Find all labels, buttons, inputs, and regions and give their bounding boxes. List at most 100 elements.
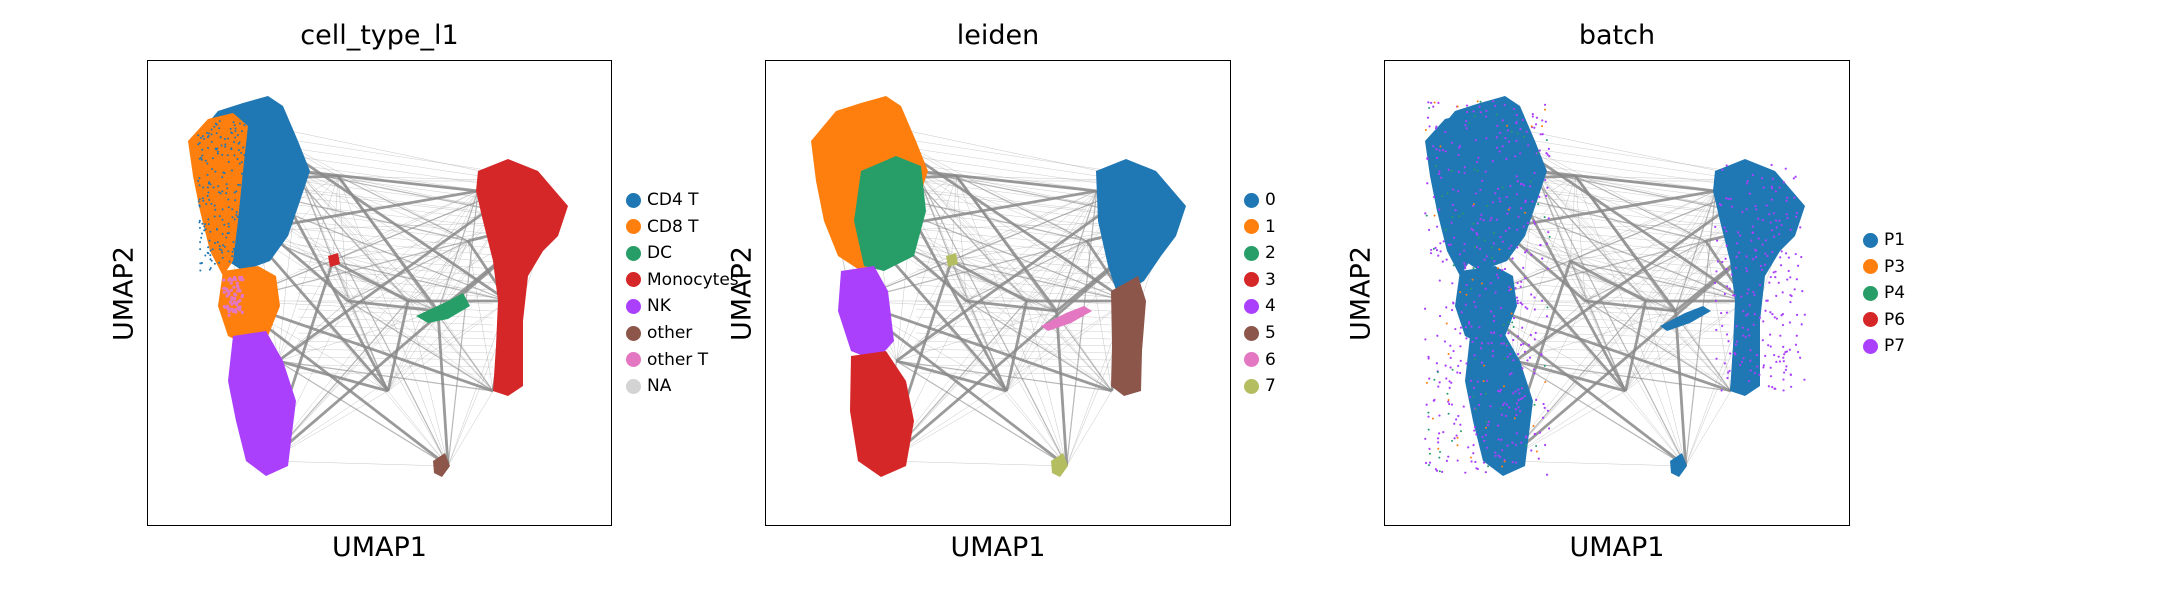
legend-item: 5 <box>1244 320 1276 346</box>
scatter-point <box>1434 127 1438 130</box>
scatter-point <box>237 240 240 243</box>
scatter-point <box>1428 461 1432 464</box>
scatter-point <box>1787 269 1790 273</box>
legend-label: Monocytes <box>647 269 739 290</box>
scatter-point <box>207 182 210 185</box>
scatter-point <box>1446 392 1449 395</box>
scatter-point <box>1745 182 1749 185</box>
scatter-point <box>1437 432 1441 435</box>
scatter-point <box>221 256 224 259</box>
scatter-point <box>227 290 231 294</box>
scatter-point <box>1472 203 1475 206</box>
scatter-point <box>1514 286 1517 290</box>
scatter-point <box>1720 389 1723 392</box>
legend-label: P6 <box>1884 309 1906 330</box>
scatter-point <box>1472 452 1475 455</box>
scatter-point <box>1501 403 1505 407</box>
scatter-point <box>226 154 229 157</box>
scatter-point <box>1506 129 1510 132</box>
scatter-point <box>1745 267 1748 270</box>
panel-title: cell_type_l1 <box>300 20 459 51</box>
scatter-point <box>1524 306 1527 309</box>
scatter-point <box>225 192 228 195</box>
scatter-point <box>1437 172 1441 176</box>
scatter-point <box>1727 197 1730 201</box>
plot-area <box>1384 60 1850 526</box>
scatter-point <box>1728 352 1732 355</box>
scatter-point <box>239 220 242 223</box>
legend-item: P3 <box>1863 254 1905 280</box>
scatter-point <box>230 296 234 300</box>
plot-area <box>765 60 1231 526</box>
scatter-point <box>1453 422 1456 425</box>
scatter-point <box>240 213 243 216</box>
scatter-point <box>198 204 201 207</box>
scatter-point <box>1515 113 1518 117</box>
scatter-point <box>1546 153 1549 156</box>
scatter-point <box>245 172 248 175</box>
scatter-point <box>235 214 238 217</box>
x-axis-label: UMAP1 <box>332 532 427 563</box>
scatter-point <box>1741 326 1744 329</box>
scatter-point <box>198 177 201 180</box>
scatter-point <box>1542 402 1545 406</box>
legend-label: P7 <box>1884 336 1906 357</box>
scatter-point <box>1725 333 1729 336</box>
scatter-point <box>1789 300 1792 304</box>
scatter-point <box>1489 331 1493 334</box>
scatter-point <box>226 187 229 190</box>
scatter-point <box>1745 314 1748 317</box>
scatter-point <box>1734 266 1738 269</box>
scatter-point <box>1496 124 1499 127</box>
scatter-point <box>1519 152 1522 155</box>
scatter-point <box>1486 379 1489 382</box>
scatter-point <box>1718 203 1721 206</box>
scatter-point <box>1795 313 1799 316</box>
scatter-point <box>1528 356 1532 359</box>
scatter-point <box>1427 355 1430 358</box>
scatter-point <box>1771 251 1774 254</box>
scatter-point <box>233 296 237 301</box>
scatter-point <box>1515 175 1518 178</box>
scatter-point <box>1438 470 1441 473</box>
legend-item: Monocytes <box>626 267 739 293</box>
scatter-point <box>231 216 234 219</box>
legend-label: CD8 T <box>647 216 699 237</box>
scatter-point <box>216 152 219 155</box>
scatter-point <box>244 185 247 188</box>
panel-title: leiden <box>956 20 1040 51</box>
scatter-point <box>199 269 202 272</box>
scatter-point <box>1441 470 1444 473</box>
scatter-point <box>1771 187 1774 190</box>
scatter-point <box>1783 353 1786 356</box>
scatter-point <box>229 127 232 130</box>
scatter-point <box>1533 308 1536 311</box>
scatter-point <box>238 162 241 165</box>
scatter-point <box>1774 219 1778 222</box>
legend-label: P3 <box>1884 256 1906 277</box>
scatter-point <box>209 258 212 261</box>
scatter-point <box>1480 342 1484 345</box>
scatter-point <box>1784 167 1787 170</box>
scatter-point <box>233 218 236 221</box>
scatter-point <box>1780 314 1783 317</box>
scatter-point <box>254 137 257 140</box>
batch-blob-right <box>1713 159 1805 396</box>
scatter-point <box>1794 343 1798 346</box>
scatter-point <box>1724 257 1727 260</box>
scatter-point <box>233 191 236 194</box>
scatter-points <box>1424 100 1547 468</box>
scatter-point <box>1516 228 1519 231</box>
scatter-point <box>1438 314 1442 318</box>
scatter-point <box>1499 200 1502 203</box>
scatter-point <box>1514 408 1517 411</box>
scatter-point <box>1448 386 1451 389</box>
scatter-point <box>1457 414 1460 418</box>
scatter-point <box>1732 294 1735 297</box>
scatter-point <box>1793 196 1796 199</box>
scatter-point <box>1501 186 1504 189</box>
scatter-point <box>206 194 209 197</box>
scatter-point <box>1540 299 1544 302</box>
legend-marker <box>626 352 641 368</box>
scatter-point <box>198 184 201 187</box>
